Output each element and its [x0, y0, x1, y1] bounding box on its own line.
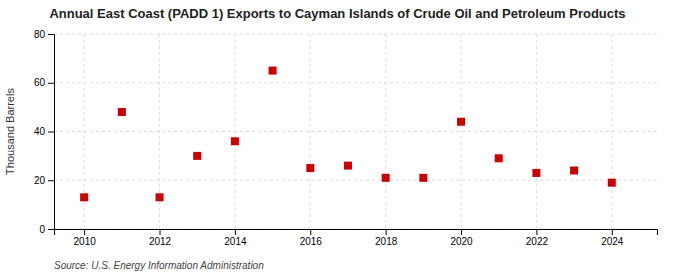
point [570, 167, 578, 175]
plot-area [80, 67, 616, 202]
x-tick: 2020 [450, 229, 473, 247]
y-tick-mark [48, 83, 54, 84]
y-tick-mark [48, 132, 54, 133]
x-tick-label: 2022 [526, 236, 549, 247]
y-tick: 60 [34, 77, 54, 88]
chart: Annual East Coast (PADD 1) Exports to Ca… [0, 0, 675, 275]
point [419, 174, 427, 182]
x-tick: 2022 [526, 229, 549, 247]
x-tick: 2012 [149, 229, 172, 247]
x-tick-mark [235, 229, 236, 235]
point [382, 174, 390, 182]
grid-line-x [611, 34, 612, 229]
x-tick-mark [386, 229, 387, 235]
point [495, 154, 503, 162]
point [193, 152, 201, 160]
y-axis-title: Thousand Barrels [4, 88, 16, 175]
grid-line-x [385, 34, 386, 229]
grid-line-x [536, 34, 537, 229]
grid-line-x [234, 34, 235, 229]
x-tick-mark [461, 229, 462, 235]
x-tick-mark [536, 229, 537, 235]
grid-line-x [310, 34, 311, 229]
annotation: Source: U.S. Energy Information Administ… [54, 260, 264, 271]
y-axis: 0 20 40 60 80 [34, 29, 55, 235]
point [231, 137, 239, 145]
grid-line-y [54, 82, 657, 83]
y-tick: 20 [34, 175, 54, 186]
x-tick-label: 2012 [149, 236, 172, 247]
x-tick-label: 2020 [450, 236, 473, 247]
y-tick-mark [48, 34, 54, 35]
x-tick-label: 2014 [224, 236, 247, 247]
x-tick-label: 2024 [601, 236, 624, 247]
x-tick: 2018 [375, 229, 398, 247]
x-tick: 2016 [300, 229, 323, 247]
y-tick-label: 80 [34, 29, 46, 40]
y-tick: 80 [34, 29, 54, 40]
x-tick-label: 2018 [375, 236, 398, 247]
point [118, 108, 126, 116]
point [156, 193, 164, 201]
x-tick-mark [612, 229, 613, 235]
point [269, 67, 277, 75]
x-tick-label: 2010 [74, 236, 97, 247]
y-tick-label: 0 [39, 224, 45, 235]
y-tick-mark [48, 229, 54, 230]
point [532, 169, 540, 177]
grid-line-y [54, 131, 657, 132]
point [608, 179, 616, 187]
x-tick: 2014 [224, 229, 247, 247]
x-tick-mark [160, 229, 161, 235]
y-tick-label: 60 [34, 77, 46, 88]
grid-line-x [461, 34, 462, 229]
x-axis-line [55, 230, 658, 236]
y-tick-label: 40 [34, 126, 46, 137]
x-tick-mark [310, 229, 311, 235]
y-tick-label: 20 [34, 175, 46, 186]
x-tick-label: 2016 [300, 236, 323, 247]
grid [54, 34, 657, 229]
y-axis-line [48, 35, 55, 230]
y-tick: 0 [39, 224, 54, 235]
x-tick: 2010 [74, 229, 97, 247]
point [306, 164, 314, 172]
grid-line-y [54, 34, 657, 35]
x-axis: 2010 2012 2014 2016 2018 2020 2022 2024 [55, 229, 658, 247]
y-tick-mark [48, 180, 54, 181]
title: Annual East Coast (PADD 1) Exports to Ca… [49, 6, 625, 21]
grid-line-y [54, 180, 657, 181]
point [80, 193, 88, 201]
x-tick-mark [84, 229, 85, 235]
x-tick: 2024 [601, 229, 624, 247]
point [457, 118, 465, 126]
y-tick: 40 [34, 126, 54, 137]
point [344, 162, 352, 170]
